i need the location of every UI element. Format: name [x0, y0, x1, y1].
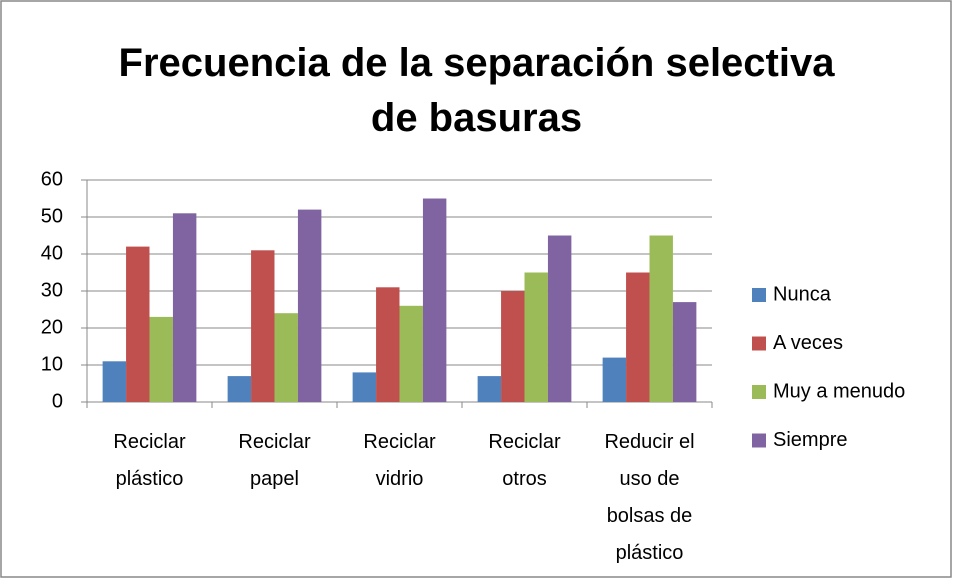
y-tick-label: 10	[41, 353, 63, 375]
legend-swatch	[752, 288, 766, 302]
legend-swatch	[752, 385, 766, 399]
bar	[126, 246, 150, 402]
legend-swatch	[752, 433, 766, 448]
legend-label: Nunca	[773, 283, 832, 305]
bar	[102, 361, 127, 402]
bar	[422, 198, 447, 402]
bar	[399, 305, 423, 402]
legend-label: A veces	[773, 332, 843, 354]
bar	[602, 357, 627, 402]
legend-label: Siempre	[773, 429, 847, 451]
legend-label: Muy a menudo	[773, 380, 905, 402]
bar	[227, 376, 252, 402]
bar	[477, 376, 502, 402]
x-tick-label: Reciclar otros	[488, 431, 561, 490]
bar	[649, 235, 673, 402]
bar	[297, 209, 322, 402]
y-tick-label: 20	[41, 316, 63, 338]
x-tick-label: Reciclar plástico	[113, 431, 186, 490]
bar	[172, 213, 197, 402]
bar	[672, 302, 697, 402]
y-tick-label: 60	[41, 168, 63, 190]
legend-swatch	[752, 336, 766, 351]
x-tick-label: Reducir el uso de bolsas de plástico	[604, 431, 695, 564]
bar	[149, 316, 173, 402]
x-tick-label: Reciclar papel	[238, 431, 311, 490]
y-tick-label: 40	[41, 242, 63, 264]
bar	[501, 291, 525, 402]
y-tick-label: 30	[41, 279, 63, 301]
bar	[274, 313, 298, 402]
chart-title: Frecuencia de la separación selectiva de…	[118, 41, 835, 140]
bar	[524, 272, 548, 402]
y-tick-label: 0	[52, 390, 63, 412]
x-tick-label: Reciclar vidrio	[363, 431, 436, 490]
y-tick-label: 50	[41, 205, 63, 227]
bar	[352, 372, 377, 402]
bar	[251, 250, 275, 402]
bar	[376, 287, 400, 402]
bar	[547, 235, 572, 402]
bar	[626, 272, 650, 402]
